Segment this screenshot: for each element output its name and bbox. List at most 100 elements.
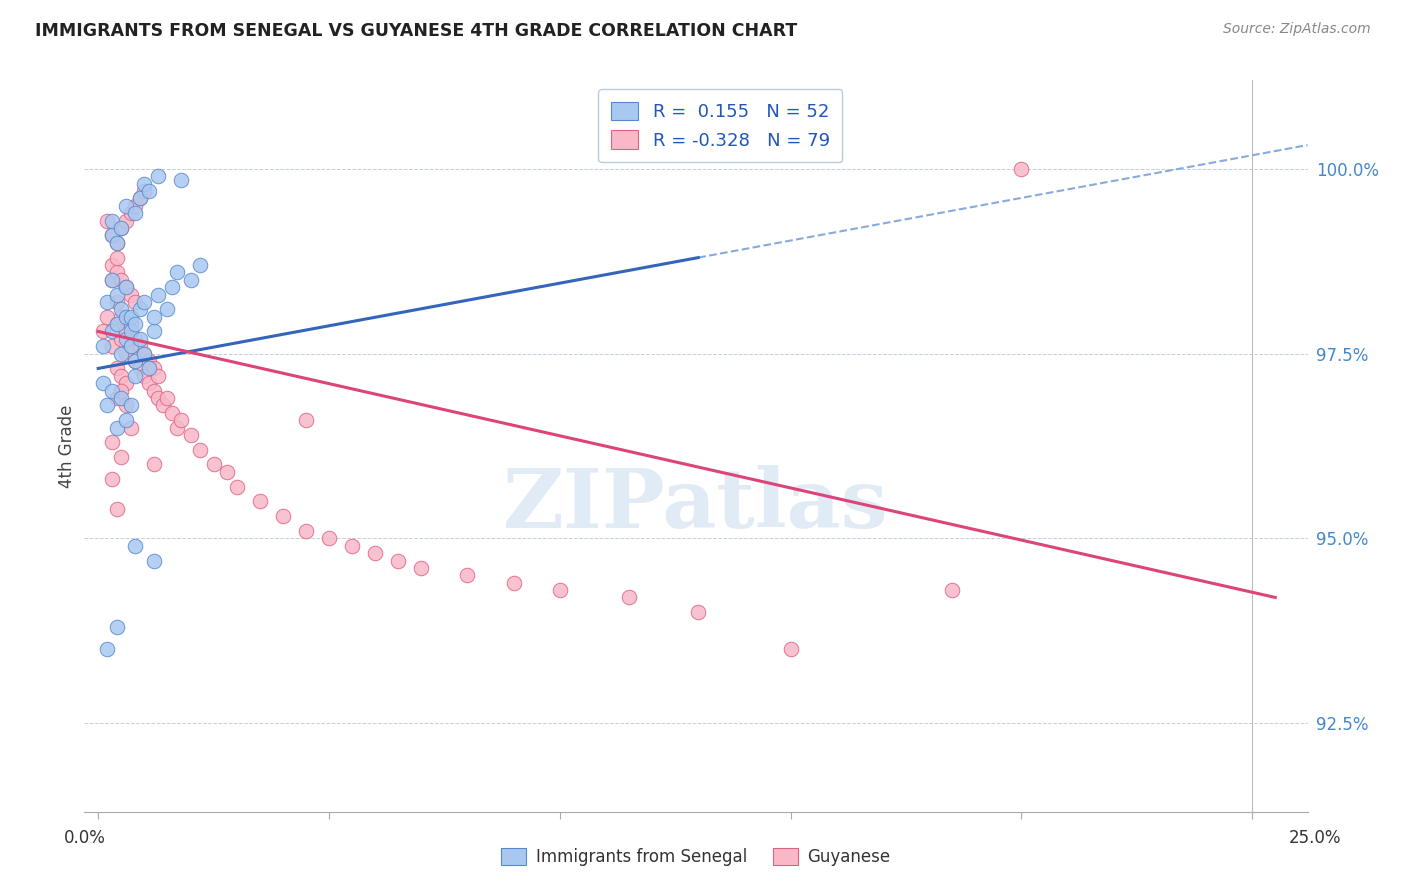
Point (142, 384, 165, 398)
Point (128, 192, 150, 206)
Point (295, 524, 318, 538)
Point (138, 354, 160, 368)
Point (128, 192, 150, 206)
Point (411, 561, 433, 575)
Point (364, 546, 387, 560)
Y-axis label: 4th Grade: 4th Grade (58, 404, 76, 488)
Point (96, 294, 118, 309)
Point (110, 391, 132, 405)
Point (138, 376, 160, 391)
Point (110, 310, 132, 324)
Text: 25.0%: 25.0% (1288, 829, 1341, 847)
Point (120, 287, 142, 301)
Point (188, 258, 211, 272)
Point (101, 258, 124, 272)
Point (295, 413, 318, 427)
Point (105, 317, 128, 331)
Point (110, 450, 132, 464)
Point (101, 228, 124, 243)
Point (134, 346, 156, 360)
Point (115, 413, 138, 427)
Point (105, 235, 128, 250)
Point (105, 317, 128, 331)
Point (101, 325, 124, 339)
Point (142, 310, 165, 324)
Point (110, 221, 132, 235)
Point (105, 501, 128, 516)
Point (110, 346, 132, 360)
Point (120, 206, 142, 220)
Point (128, 302, 150, 317)
Point (166, 420, 188, 434)
Point (110, 332, 132, 346)
Text: IMMIGRANTS FROM SENEGAL VS GUYANESE 4TH GRADE CORRELATION CHART: IMMIGRANTS FROM SENEGAL VS GUYANESE 4TH … (35, 22, 797, 40)
Legend: Immigrants from Senegal, Guyanese: Immigrants from Senegal, Guyanese (495, 841, 897, 873)
Point (156, 302, 179, 317)
Point (134, 294, 156, 309)
Point (318, 532, 340, 546)
Point (115, 346, 138, 360)
Text: ZIPatlas: ZIPatlas (503, 465, 889, 544)
Point (128, 332, 150, 346)
Point (249, 494, 271, 508)
Point (148, 169, 170, 184)
Point (160, 406, 183, 420)
Point (101, 435, 124, 450)
Point (124, 354, 146, 368)
Point (91, 325, 114, 339)
Point (142, 325, 165, 339)
Point (91, 376, 114, 391)
Point (340, 539, 363, 553)
Point (115, 398, 138, 412)
Point (134, 184, 156, 198)
Point (188, 442, 211, 457)
Point (124, 294, 146, 309)
Text: Source: ZipAtlas.com: Source: ZipAtlas.com (1223, 22, 1371, 37)
Point (124, 368, 146, 383)
Point (110, 273, 132, 287)
Point (170, 413, 193, 427)
Point (115, 332, 138, 346)
Point (96, 213, 118, 227)
Point (142, 361, 165, 376)
Point (128, 339, 150, 353)
Point (105, 294, 128, 309)
Point (148, 287, 170, 301)
Point (91, 339, 114, 353)
Point (138, 361, 160, 376)
Point (110, 368, 132, 383)
Point (217, 465, 239, 479)
Point (548, 583, 571, 598)
Point (124, 354, 146, 368)
Point (115, 280, 138, 294)
Point (456, 568, 478, 582)
Point (110, 302, 132, 317)
Point (105, 420, 128, 434)
Point (110, 221, 132, 235)
Text: 0.0%: 0.0% (63, 829, 105, 847)
Point (502, 575, 524, 590)
Point (105, 265, 128, 279)
Point (225, 480, 247, 494)
Point (101, 339, 124, 353)
Point (688, 605, 710, 619)
Point (170, 173, 193, 187)
Point (148, 391, 170, 405)
Point (941, 583, 963, 598)
Point (387, 553, 409, 567)
Point (115, 310, 138, 324)
Point (134, 368, 156, 383)
Point (142, 553, 165, 567)
Point (124, 206, 146, 220)
Point (101, 472, 124, 486)
Point (779, 642, 801, 657)
Point (101, 273, 124, 287)
Point (110, 384, 132, 398)
Point (105, 391, 128, 405)
Point (142, 458, 165, 472)
Point (1010, 161, 1032, 176)
Point (148, 368, 170, 383)
Point (115, 213, 138, 227)
Point (128, 361, 150, 376)
Point (134, 177, 156, 191)
